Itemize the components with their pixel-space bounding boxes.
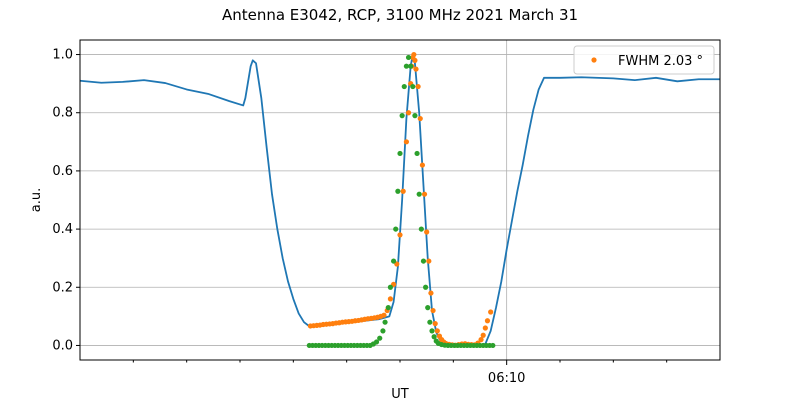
- data-point: [411, 51, 417, 58]
- data-point: [425, 305, 431, 311]
- data-point: [405, 54, 412, 61]
- axes: 0.0 0.2 0.4 0.6 0.8 1.0 06:10: [52, 48, 668, 386]
- data-point: [385, 305, 391, 311]
- data-point: [480, 332, 486, 338]
- data-point: [420, 258, 427, 264]
- data-point: [403, 139, 409, 145]
- data-point: [405, 110, 412, 116]
- data-point: [432, 321, 438, 327]
- data-point: [417, 115, 423, 122]
- data-point: [412, 57, 418, 63]
- data-point: [427, 319, 433, 325]
- data-point: [373, 339, 380, 345]
- data-point: [395, 188, 401, 194]
- data-point: [421, 191, 428, 197]
- data-point: [397, 150, 403, 157]
- data-point: [401, 83, 407, 90]
- data-point: [400, 188, 406, 194]
- legend-marker: [591, 57, 597, 63]
- legend-box: [573, 45, 715, 75]
- data-point: [414, 150, 420, 157]
- chart-title: Antenna E3042, RCP, 3100 MHz 2021 March …: [222, 6, 578, 24]
- data-point: [488, 309, 494, 315]
- data-point: [413, 66, 419, 72]
- data-point: [426, 258, 432, 264]
- data-point: [416, 191, 422, 197]
- data-point: [490, 342, 496, 349]
- y-tick-label: 1.0: [52, 48, 73, 63]
- data-point: [484, 318, 491, 324]
- y-tick-label: 0.0: [52, 338, 73, 353]
- series-line-measured: [79, 53, 720, 347]
- x-axis-label: UT: [391, 387, 409, 400]
- y-tick-label: 0.8: [52, 106, 73, 121]
- data-point: [387, 284, 393, 290]
- y-tick-label: 0.6: [52, 164, 73, 179]
- data-point: [391, 258, 397, 264]
- series-markers-2: [306, 54, 496, 349]
- data-point: [410, 83, 416, 90]
- y-axis-label: a.u.: [29, 188, 44, 212]
- data-point: [415, 83, 421, 90]
- series-markers-1: [307, 51, 494, 348]
- data-point: [377, 335, 383, 341]
- y-tick-label: 0.2: [52, 280, 73, 295]
- data-point: [381, 312, 387, 318]
- data-point: [380, 328, 386, 334]
- data-point: [382, 319, 388, 325]
- data-point: [397, 232, 403, 238]
- data-point: [424, 229, 430, 235]
- data-point: [428, 290, 434, 296]
- x-tick-label: 06:10: [488, 371, 525, 386]
- data-point: [478, 337, 484, 343]
- data-point: [431, 334, 437, 340]
- data-point: [408, 63, 414, 69]
- y-tick-label: 0.4: [52, 222, 73, 237]
- plot-series: [79, 51, 720, 349]
- data-point: [387, 296, 393, 302]
- data-point: [418, 226, 424, 232]
- data-point: [412, 113, 418, 119]
- legend-label: FWHM 2.03 °: [618, 54, 703, 69]
- legend: FWHM 2.03 °: [573, 45, 715, 75]
- data-point: [399, 113, 405, 119]
- data-point: [419, 162, 425, 168]
- data-point: [482, 325, 488, 331]
- data-point: [430, 307, 436, 314]
- data-point: [429, 328, 435, 334]
- data-point: [434, 328, 440, 334]
- grid-lines: [80, 40, 720, 360]
- data-point: [393, 226, 399, 232]
- plot-frame: [79, 39, 721, 361]
- data-point: [423, 284, 429, 290]
- data-point: [403, 63, 409, 69]
